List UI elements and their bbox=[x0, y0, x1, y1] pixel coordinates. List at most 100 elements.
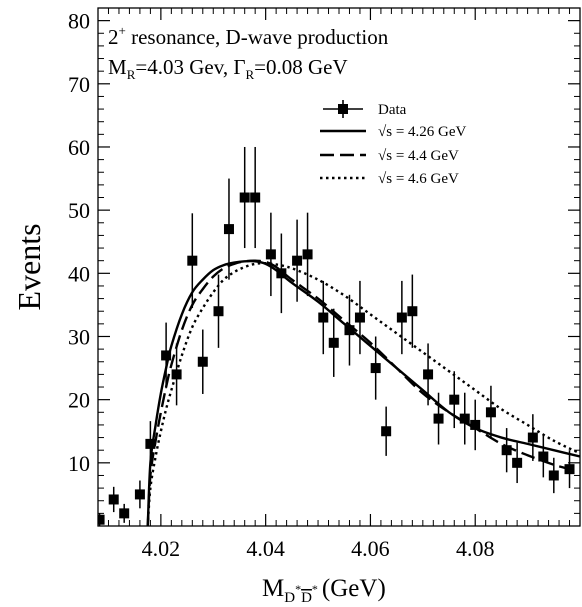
data-marker bbox=[213, 306, 224, 317]
legend-data-marker bbox=[323, 100, 363, 118]
curve-solid bbox=[146, 259, 580, 526]
data-marker bbox=[459, 413, 470, 424]
x-tick-label: 4.08 bbox=[456, 536, 495, 561]
data-marker bbox=[344, 325, 355, 336]
data-marker bbox=[501, 445, 512, 456]
data-point bbox=[223, 178, 234, 280]
data-marker bbox=[145, 438, 156, 449]
data-marker bbox=[265, 249, 276, 260]
data-point bbox=[276, 233, 287, 314]
annotation-mass-sub: R bbox=[127, 67, 136, 82]
data-point bbox=[423, 343, 434, 406]
data-point bbox=[265, 212, 276, 297]
data-marker bbox=[538, 451, 549, 462]
legend: Data √s = 4.26 GeV √s = 4.4 GeV √s = 4.6… bbox=[320, 100, 467, 187]
legend-label-4-26: √s = 4.26 GeV bbox=[378, 124, 467, 140]
data-point bbox=[449, 371, 460, 429]
annotation-mass-value: =4.03 Gev, Γ bbox=[135, 55, 245, 79]
data-point bbox=[302, 212, 313, 297]
data-marker bbox=[433, 413, 444, 424]
annotation-line1-text: resonance, D-wave production bbox=[126, 25, 389, 49]
data-marker bbox=[197, 356, 208, 367]
data-point bbox=[354, 280, 365, 355]
data-marker bbox=[187, 255, 198, 266]
data-marker bbox=[223, 224, 234, 235]
data-point bbox=[396, 280, 407, 355]
x-axis-title-symbol: M bbox=[262, 575, 284, 602]
y-tick-label: 40 bbox=[68, 261, 90, 286]
data-point bbox=[239, 146, 250, 249]
data-point bbox=[145, 421, 156, 467]
data-point bbox=[485, 385, 496, 439]
x-axis-title-sub-d2: D bbox=[301, 590, 312, 606]
data-marker bbox=[108, 494, 119, 505]
data-point bbox=[328, 308, 339, 377]
data-point bbox=[134, 480, 145, 509]
curve-dashed bbox=[146, 259, 570, 526]
data-marker bbox=[302, 249, 313, 260]
x-axis-title: MD*D* (GeV) bbox=[262, 575, 386, 606]
data-marker bbox=[396, 312, 407, 323]
data-marker bbox=[318, 312, 329, 323]
y-tick-label: 50 bbox=[68, 198, 90, 223]
data-point bbox=[407, 274, 418, 348]
svg-text:2+ resonance, D-wave productio: 2+ resonance, D-wave production bbox=[108, 23, 389, 49]
axis-ticks: 10 20 30 40 50 60 70 80 4.02 4.04 4.06 4.08 bbox=[68, 8, 580, 561]
data-marker bbox=[134, 489, 145, 500]
y-axis-title: Events bbox=[11, 223, 47, 310]
data-marker bbox=[423, 369, 434, 380]
model-curves bbox=[146, 259, 580, 526]
data-point bbox=[161, 322, 172, 389]
data-point bbox=[459, 392, 470, 445]
data-point bbox=[433, 392, 444, 445]
data-point bbox=[512, 442, 523, 484]
y-tick-label: 80 bbox=[68, 9, 90, 34]
x-axis-title-star1: * bbox=[295, 582, 301, 596]
y-tick-label: 70 bbox=[68, 72, 90, 97]
legend-label-data: Data bbox=[378, 102, 407, 118]
x-axis-title-sub-d1: D bbox=[284, 590, 295, 606]
data-marker bbox=[370, 363, 381, 374]
data-marker bbox=[407, 306, 418, 317]
data-point bbox=[187, 213, 198, 309]
data-point bbox=[527, 414, 538, 461]
annotation-width-value: =0.08 GeV bbox=[254, 55, 348, 79]
data-marker bbox=[171, 369, 182, 380]
y-tick-label: 10 bbox=[68, 451, 90, 476]
y-tick-label: 30 bbox=[68, 324, 90, 349]
annotation-spin: 2 bbox=[108, 25, 119, 49]
data-point bbox=[470, 399, 481, 451]
svg-text:MR=4.03 Gev, ΓR=0.08 GeV: MR=4.03 Gev, ΓR=0.08 GeV bbox=[108, 55, 348, 82]
annotation-mass-symbol: M bbox=[108, 55, 127, 79]
data-point bbox=[108, 486, 119, 513]
data-point bbox=[538, 435, 549, 478]
curve-dotted bbox=[146, 261, 580, 526]
annotation-width-sub: R bbox=[245, 67, 254, 82]
y-tick-label: 20 bbox=[68, 388, 90, 413]
annotation-parity: + bbox=[119, 23, 126, 38]
data-marker bbox=[276, 268, 287, 279]
data-points bbox=[98, 146, 575, 526]
data-point bbox=[564, 450, 575, 489]
data-marker bbox=[381, 426, 392, 437]
data-marker bbox=[470, 419, 481, 430]
data-marker bbox=[564, 464, 575, 475]
legend-label-4-6: √s = 4.6 GeV bbox=[378, 171, 459, 187]
data-marker bbox=[354, 312, 365, 323]
data-marker bbox=[548, 470, 559, 481]
data-point bbox=[197, 329, 208, 394]
y-tick-label: 60 bbox=[68, 135, 90, 160]
annotation: 2+ resonance, D-wave production MR=4.03 … bbox=[108, 23, 389, 82]
data-point bbox=[370, 336, 381, 400]
data-marker bbox=[292, 255, 303, 266]
legend-label-4-4: √s = 4.4 GeV bbox=[378, 148, 459, 164]
data-marker bbox=[328, 337, 339, 348]
x-tick-label: 4.06 bbox=[351, 536, 390, 561]
data-point bbox=[119, 503, 130, 523]
data-point bbox=[381, 406, 392, 456]
data-marker bbox=[527, 432, 538, 443]
x-tick-label: 4.04 bbox=[246, 536, 285, 561]
data-point bbox=[98, 513, 105, 526]
data-point bbox=[344, 294, 355, 366]
